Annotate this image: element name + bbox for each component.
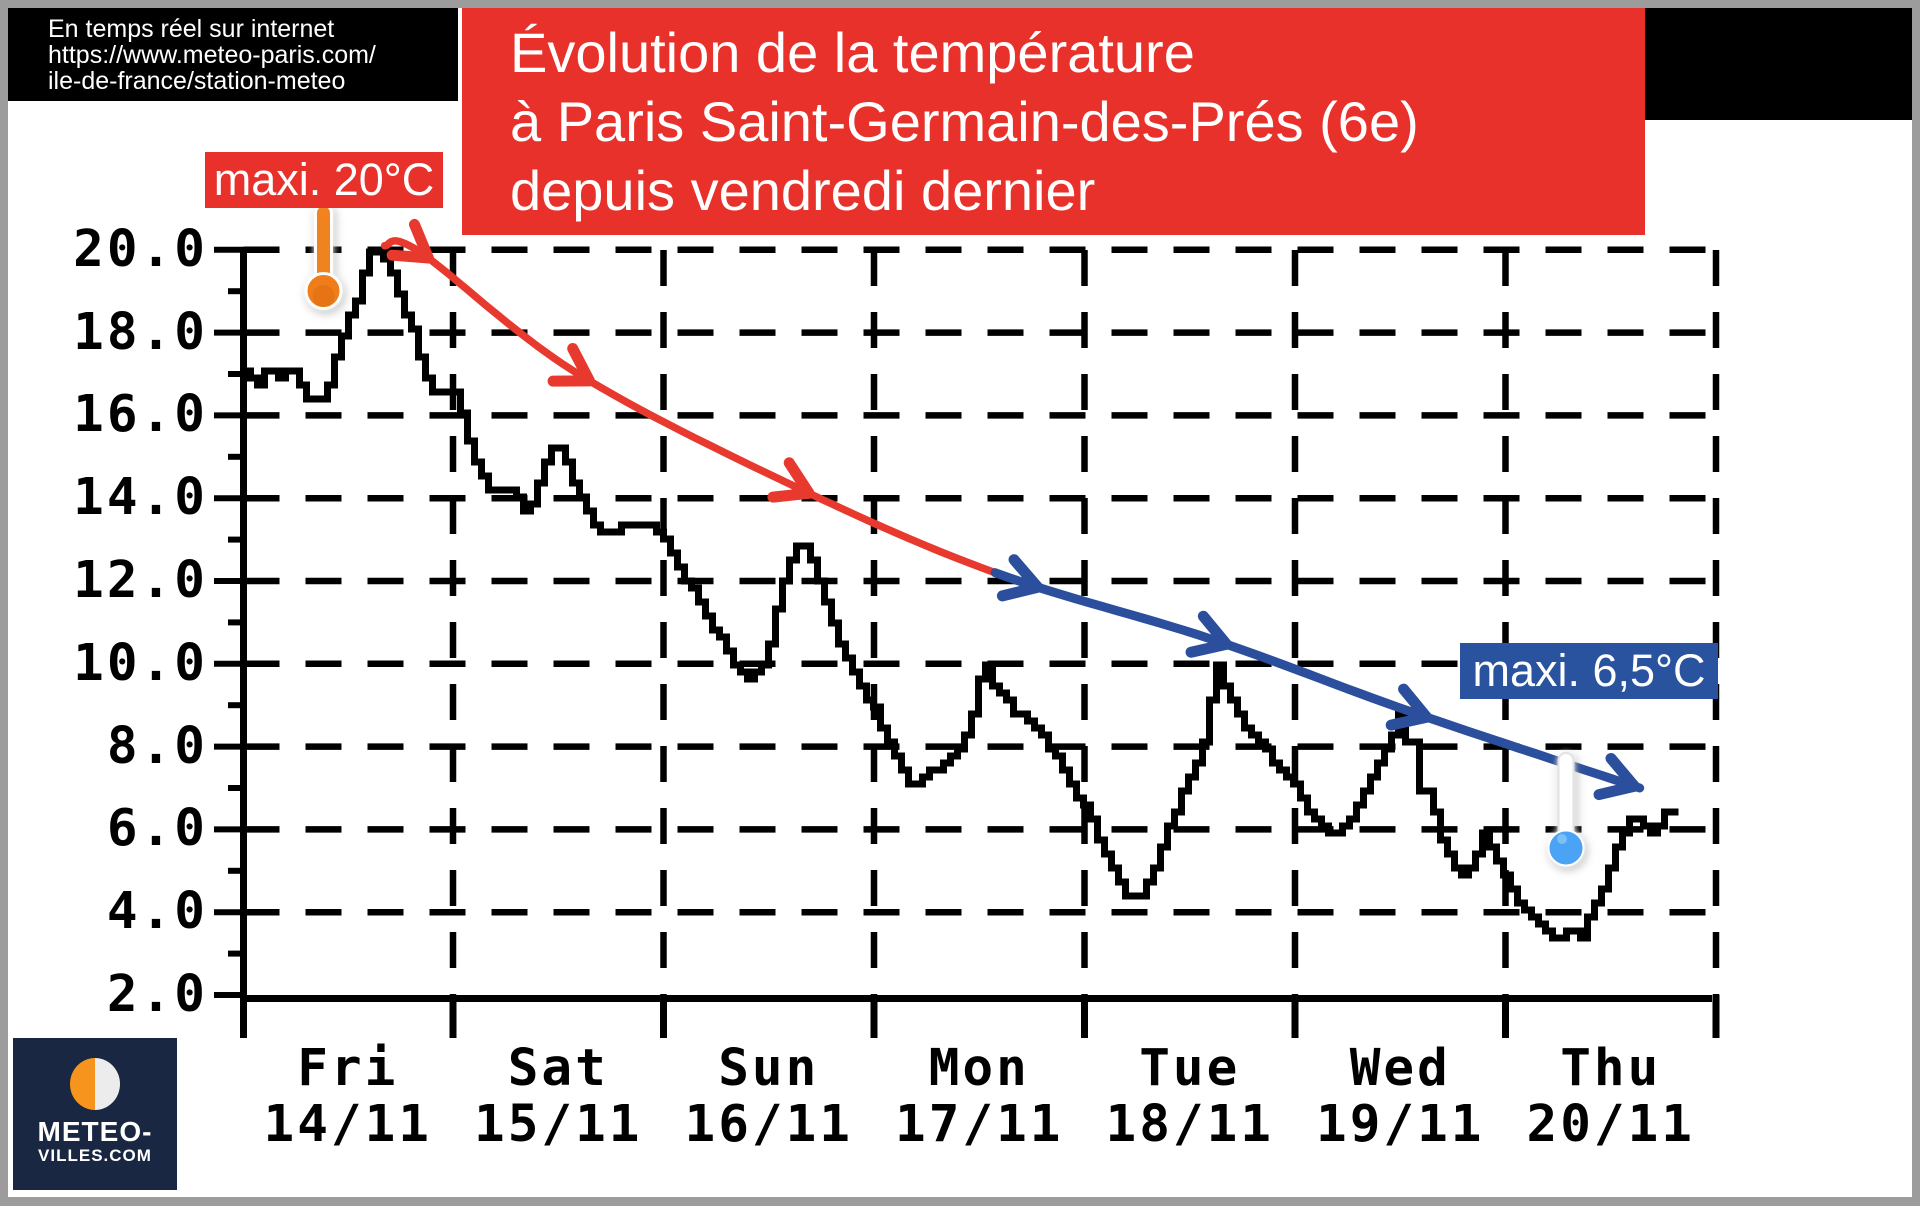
y-tick-label: 20.0 bbox=[73, 219, 208, 279]
x-date-label: 15/11 bbox=[473, 1095, 643, 1154]
y-tick-label: 12.0 bbox=[73, 551, 208, 610]
y-tick-label: 2.0 bbox=[106, 965, 208, 1024]
logo-text-1: METEO- bbox=[37, 1116, 153, 1147]
chart-title-box: Évolution de la température à Paris Sain… bbox=[462, 8, 1645, 235]
header-black-band bbox=[1645, 8, 1912, 120]
x-date-label: 18/11 bbox=[1105, 1095, 1275, 1154]
thermometer-hot-icon bbox=[304, 203, 343, 310]
meteo-villes-logo: METEO- VILLES.COM bbox=[13, 1038, 177, 1190]
x-day-label: Mon bbox=[928, 1039, 1030, 1098]
x-date-label: 16/11 bbox=[684, 1095, 854, 1154]
x-date-label: 20/11 bbox=[1526, 1095, 1696, 1154]
title-line-2: à Paris Saint-Germain-des-Prés (6e) bbox=[510, 90, 1419, 153]
title-line-1: Évolution de la température bbox=[510, 21, 1195, 84]
y-tick-label: 6.0 bbox=[106, 799, 208, 859]
y-tick-label: 4.0 bbox=[106, 882, 208, 942]
x-day-label: Sat bbox=[507, 1039, 609, 1098]
title-line-3: depuis vendredi dernier bbox=[510, 159, 1096, 222]
y-tick-label: 10.0 bbox=[73, 633, 208, 693]
y-tick-label: 8.0 bbox=[106, 716, 208, 776]
x-day-label: Fri bbox=[297, 1039, 399, 1098]
x-day-label: Wed bbox=[1349, 1039, 1451, 1098]
source-url-box: En temps réel sur internet https://www.m… bbox=[8, 8, 458, 101]
logo-sun-icon bbox=[70, 1058, 120, 1110]
x-date-label: 14/11 bbox=[263, 1095, 433, 1154]
min-max-temp-badge: maxi. 6,5°C bbox=[1460, 643, 1718, 699]
x-day-label: Sun bbox=[718, 1039, 820, 1098]
x-date-label: 17/11 bbox=[894, 1095, 1064, 1154]
y-tick-label: 18.0 bbox=[73, 302, 208, 362]
x-date-label: 19/11 bbox=[1315, 1095, 1485, 1154]
x-day-label: Tue bbox=[1139, 1039, 1241, 1098]
y-tick-label: 14.0 bbox=[73, 468, 208, 528]
logo-text-2: VILLES.COM bbox=[38, 1146, 152, 1165]
x-day-label: Thu bbox=[1560, 1039, 1662, 1098]
source-url-line-1: https://www.meteo-paris.com/ bbox=[48, 41, 376, 69]
thermometer-cold-icon bbox=[1547, 752, 1585, 867]
y-tick-label: 16.0 bbox=[73, 385, 208, 445]
source-url-line-2: ile-de-france/station-meteo bbox=[48, 67, 346, 95]
max-temp-badge: maxi. 20°C bbox=[205, 152, 443, 208]
source-line-1: En temps réel sur internet bbox=[48, 15, 335, 43]
